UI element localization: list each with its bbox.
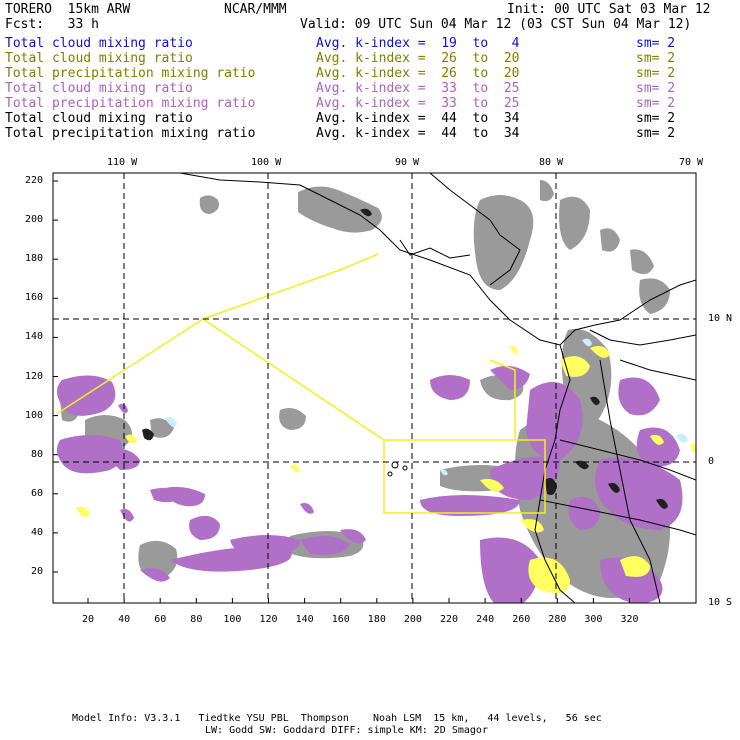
lat-label-1: 0: [708, 456, 715, 467]
lon-label-0: 110 W: [107, 157, 138, 168]
legend-kidx-0: Avg. k-index = 19 to 4: [316, 36, 520, 51]
legend-sm-3: sm= 2: [636, 81, 676, 96]
legend-sm-0: sm= 2: [636, 36, 676, 51]
lon-label-4: 70 W: [679, 157, 704, 168]
x-tick-label-3: 80: [190, 614, 203, 625]
y-tick-label-0: 220: [25, 175, 44, 186]
model-title: TORERO 15km ARW: [5, 2, 131, 17]
dark-core-shading: [142, 208, 668, 509]
lon-label-2: 90 W: [395, 157, 420, 168]
model-info-line: Model Info: V3.3.1 Tiedtke YSU PBL Thomp…: [72, 713, 602, 724]
x-tick-label-8: 180: [367, 614, 386, 625]
legend-kidx-2: Avg. k-index = 26 to 20: [316, 66, 520, 81]
init-time: Init: 00 UTC Sat 03 Mar 12: [507, 2, 711, 17]
legend-sm-6: sm= 2: [636, 126, 676, 141]
x-tick-label-12: 260: [512, 614, 531, 625]
x-tick-label-10: 220: [440, 614, 459, 625]
y-tick-label-10: 20: [31, 566, 44, 577]
legend-field-1: Total cloud mixing ratio: [5, 51, 193, 66]
legend-sm-4: sm= 2: [636, 96, 676, 111]
x-tick-label-15: 320: [620, 614, 639, 625]
y-tick-label-5: 120: [25, 370, 44, 382]
y-tick-label-7: 80: [31, 448, 44, 460]
legend-field-4: Total precipitation mixing ratio: [5, 96, 256, 111]
x-tick-label-7: 160: [331, 614, 350, 625]
lon-label-3: 80 W: [539, 157, 564, 168]
legend-sm-1: sm= 2: [636, 51, 676, 66]
y-tick-label-9: 40: [31, 526, 44, 538]
x-tick-label-0: 20: [82, 614, 95, 625]
grey-cloud-shading: [60, 180, 670, 598]
legend-kidx-5: Avg. k-index = 44 to 34: [316, 111, 520, 126]
legend-field-0: Total cloud mixing ratio: [5, 36, 193, 51]
y-tick-label-6: 100: [25, 409, 44, 421]
valid-time: Valid: 09 UTC Sun 04 Mar 12 (03 CST Sun …: [300, 17, 692, 32]
lon-label-1: 100 W: [251, 157, 282, 168]
lat-label-2: 10 S: [708, 597, 733, 608]
x-tick-label-9: 200: [403, 614, 422, 625]
legend-field-6: Total precipitation mixing ratio: [5, 126, 256, 141]
legend-kidx-4: Avg. k-index = 33 to 25: [316, 96, 520, 111]
legend-sm-2: sm= 2: [636, 66, 676, 81]
legend-field-3: Total cloud mixing ratio: [5, 81, 193, 96]
y-tick-label-4: 140: [25, 331, 44, 343]
coastlines: [179, 173, 696, 603]
x-tick-label-5: 120: [259, 614, 278, 625]
y-tick-label-3: 160: [25, 292, 44, 304]
legend-kidx-1: Avg. k-index = 26 to 20: [316, 51, 520, 66]
x-tick-label-2: 60: [154, 614, 167, 625]
x-tick-label-6: 140: [295, 614, 314, 625]
y-tick-label-2: 180: [25, 253, 44, 265]
forecast-hour: Fcst: 33 h: [5, 17, 99, 32]
lat-lon-grid: [53, 173, 696, 603]
center-label: NCAR/MMM: [224, 2, 287, 17]
legend-kidx-3: Avg. k-index = 33 to 25: [316, 81, 520, 96]
x-tick-label-14: 300: [584, 614, 603, 625]
x-tick-label-13: 280: [548, 614, 567, 625]
cyan-precip-shading: [165, 338, 688, 476]
lat-label-0: 10 N: [708, 313, 733, 324]
physics-info-line: LW: Godd SW: Goddard DIFF: simple KM: 2D…: [205, 725, 488, 736]
y-tick-label-8: 60: [31, 487, 44, 499]
x-tick-label-1: 40: [118, 614, 131, 625]
x-tick-label-11: 240: [476, 614, 495, 625]
x-tick-label-4: 100: [223, 614, 242, 625]
legend-field-5: Total cloud mixing ratio: [5, 111, 193, 126]
y-tick-label-1: 200: [25, 214, 44, 226]
legend-sm-5: sm= 2: [636, 111, 676, 126]
legend-kidx-6: Avg. k-index = 44 to 34: [316, 126, 520, 141]
plot-frame: [52, 172, 697, 604]
legend-field-2: Total precipitation mixing ratio: [5, 66, 256, 81]
